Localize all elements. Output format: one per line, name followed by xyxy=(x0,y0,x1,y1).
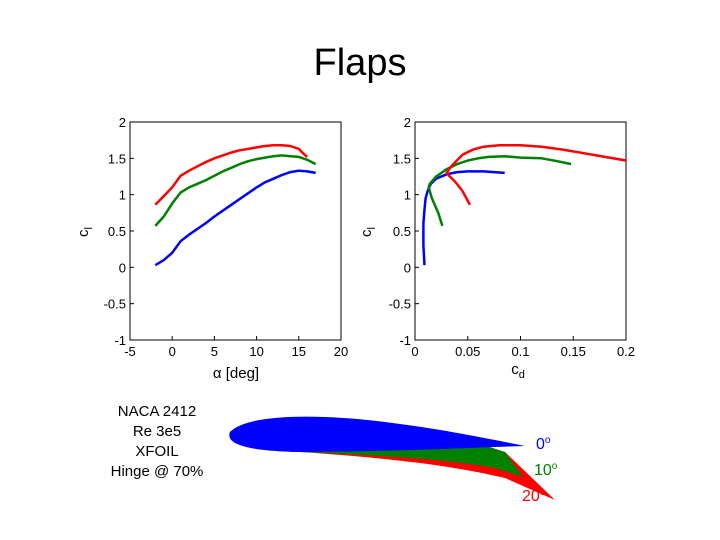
legend-20-unit: o xyxy=(539,487,546,498)
chart-cl-cd-ytick-label-0: -1 xyxy=(399,333,411,348)
chart-cl-alpha-ytick-label-5: 1.5 xyxy=(108,151,126,166)
chart-cl-cd-ytick-label-6: 2 xyxy=(404,115,411,130)
chart-cl-alpha-xtick-label-1: 0 xyxy=(169,344,176,359)
chart-cl-alpha-series-2 xyxy=(154,144,309,206)
chart-cl-alpha-xlabel: α [deg] xyxy=(213,365,259,382)
chart-cl-cd-series-1 xyxy=(427,154,572,227)
legend-0-value: 0 xyxy=(536,436,545,453)
chart-cl-cd-xtick-label-4: 0.2 xyxy=(617,344,635,359)
chart-cl-cd-ytick-label-1: -0.5 xyxy=(389,297,411,312)
legend-item-20deg: 20o xyxy=(522,482,602,508)
chart-cl-alpha-xtick-label-5: 20 xyxy=(334,344,348,359)
chart-cl-alpha-xtick-label-0: -5 xyxy=(124,344,136,359)
chart-cl-cd-xtick-label-1: 0.05 xyxy=(455,344,480,359)
chart-cl-alpha-ytick-label-0: -1 xyxy=(114,333,126,348)
chart-cl-alpha-ytick-label-1: -0.5 xyxy=(104,297,126,312)
chart-cl-alpha-ytick-label-2: 0 xyxy=(119,260,126,275)
chart-cl-alpha-xtick-label-3: 10 xyxy=(249,344,263,359)
chart-cl-cd-ytick-label-2: 0 xyxy=(404,260,411,275)
legend-10-unit: o xyxy=(551,461,558,472)
chart-cl-alpha-ytick-label-4: 1 xyxy=(119,188,126,203)
info-line-hinge: Hinge @ 70% xyxy=(110,463,204,480)
legend-20-value: 20 xyxy=(522,488,540,505)
chart-cl-cd-ytick-label-5: 1.5 xyxy=(393,151,411,166)
chart-cl-cd-series-0 xyxy=(422,170,505,266)
chart-cl-alpha-series-1 xyxy=(154,154,317,227)
chart-cl-alpha-ylabel: cl xyxy=(75,227,95,237)
chart-cl-cd-xtick-label-0: 0 xyxy=(411,344,418,359)
chart-cl-vs-alpha: -5 0 5 10 15 20 -1 -0.5 0 0.5 1 1.5 2 α [deg] cl xyxy=(75,115,348,382)
chart-cl-cd-xtick-label-2: 0.1 xyxy=(511,344,529,359)
info-line-reynolds: Re 3e5 xyxy=(132,423,182,440)
chart-cl-cd-ytick-label-4: 1 xyxy=(404,188,411,203)
legend-0-unit: o xyxy=(544,435,551,446)
chart-cl-alpha-frame xyxy=(129,121,342,341)
legend-item-0deg: 0o xyxy=(536,430,616,456)
chart-cl-cd-xlabel: cd xyxy=(511,361,525,381)
airfoil-info: NACA 2412 Re 3e5 XFOIL Hinge @ 70% xyxy=(92,402,222,482)
chart-cl-vs-cd: 0 0.05 0.1 0.15 0.2 -1 -0.5 0 0.5 1 1.5 2 cd cl xyxy=(358,115,635,381)
chart-cl-alpha-ytick-label-6: 2 xyxy=(119,115,126,130)
legend-item-10deg: 10o xyxy=(534,456,614,482)
slide-title: Flaps xyxy=(313,42,407,84)
info-line-airfoil: NACA 2412 xyxy=(117,403,197,420)
chart-cl-cd-series-2 xyxy=(445,144,627,206)
airfoil-illustration xyxy=(229,416,555,500)
flap-0-shape xyxy=(229,416,525,452)
chart-cl-cd-xtick-label-3: 0.15 xyxy=(561,344,586,359)
chart-cl-alpha-xtick-label-4: 15 xyxy=(292,344,306,359)
chart-cl-alpha-series-0 xyxy=(154,169,316,267)
legend-10-value: 10 xyxy=(534,462,552,479)
info-line-solver: XFOIL xyxy=(135,443,179,460)
chart-cl-alpha-ytick-label-3: 0.5 xyxy=(108,224,126,239)
chart-cl-alpha-xtick-label-2: 5 xyxy=(211,344,218,359)
chart-cl-cd-ylabel: cl xyxy=(358,227,378,237)
chart-cl-cd-ytick-label-3: 0.5 xyxy=(393,224,411,239)
flap-angle-legend: 0o 10o 20o xyxy=(500,430,580,508)
